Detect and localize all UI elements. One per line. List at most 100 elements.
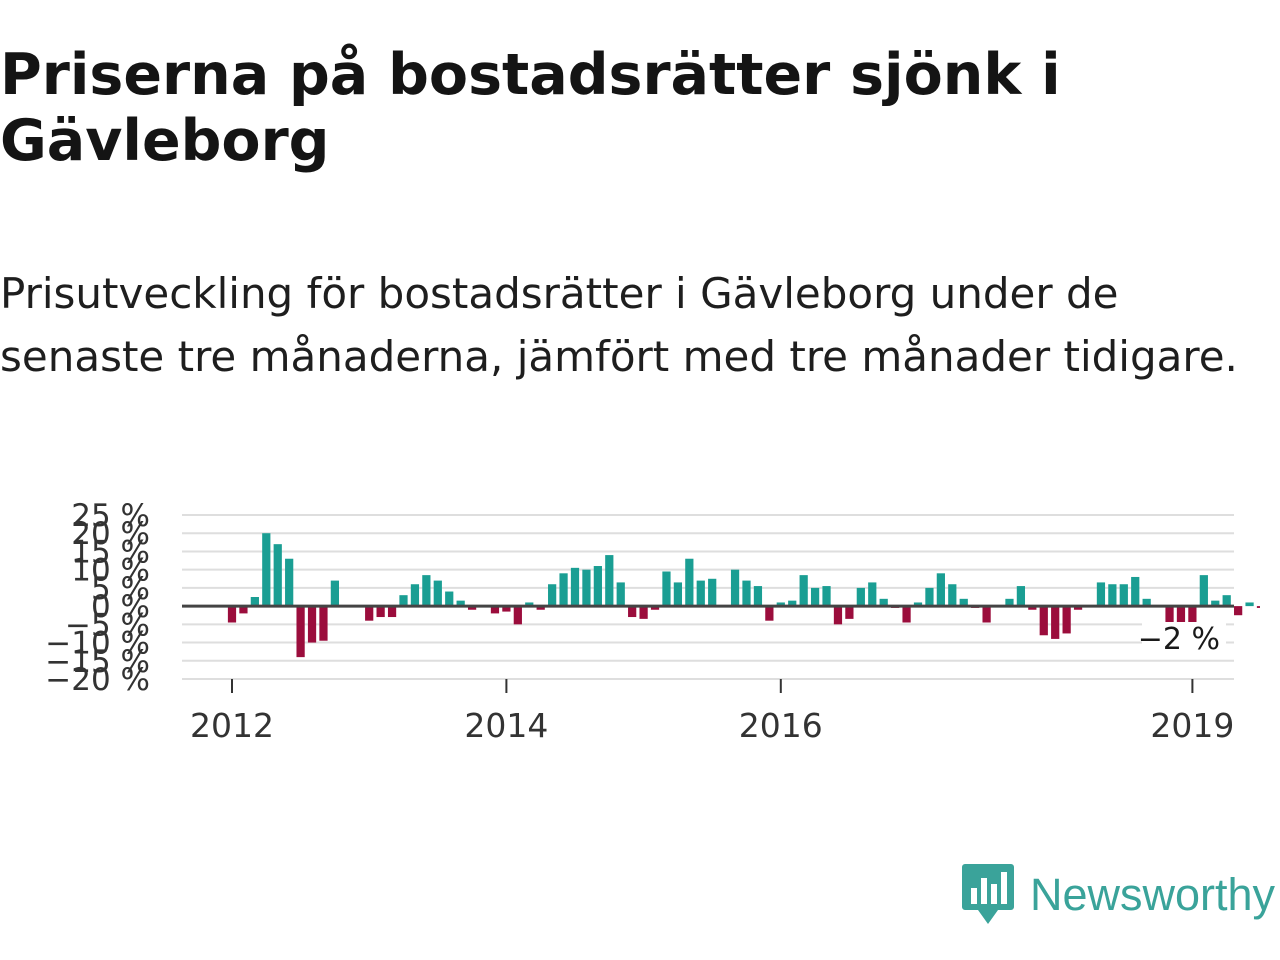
bar [227, 606, 237, 623]
bar [445, 591, 454, 607]
bar [662, 571, 671, 607]
y-tick-label: −5 % [65, 607, 150, 643]
bar [605, 555, 614, 607]
bar [925, 587, 934, 607]
bar-chart: 25 %20 %15 %10 %5 %0 %−5 %−10 %−15 %−20 … [45, 498, 1260, 745]
bar [879, 598, 888, 607]
bar [1005, 598, 1014, 607]
bar [628, 606, 637, 618]
bar [673, 582, 683, 607]
bar [902, 606, 911, 623]
bar [1256, 606, 1260, 608]
bar [285, 558, 294, 607]
bar [959, 598, 968, 607]
bar [502, 606, 511, 612]
x-tick-label: 2016 [739, 706, 823, 745]
x-tick-label: 2014 [464, 706, 548, 745]
bar [1062, 606, 1071, 634]
bar [1073, 606, 1083, 610]
bar [593, 566, 602, 607]
bar [1176, 606, 1186, 627]
bar [296, 606, 305, 658]
bar [1108, 584, 1117, 607]
bar [262, 533, 271, 607]
bar [696, 580, 705, 607]
grid-lines [182, 514, 1234, 680]
bar [708, 578, 717, 607]
bar [410, 584, 420, 607]
bar [1245, 602, 1254, 607]
bar [273, 544, 282, 607]
bar [845, 606, 854, 619]
newsworthy-logo-icon [962, 864, 1014, 924]
bar [548, 584, 557, 607]
bar [1028, 606, 1037, 610]
bar [616, 582, 625, 607]
x-tick-label: 2019 [1150, 706, 1234, 745]
bar [330, 580, 340, 607]
bar [387, 606, 397, 618]
bar [1131, 576, 1140, 607]
bar [433, 580, 442, 607]
bar [913, 602, 923, 607]
bar [685, 558, 694, 607]
bar [422, 575, 431, 607]
chart-subtitle: Prisutveckling för bostadsrätter i Gävle… [0, 269, 1238, 381]
brand-name: Newsworthy [1030, 869, 1276, 920]
y-tick-label: 20 % [71, 516, 150, 552]
bar [799, 575, 808, 607]
bar [1199, 575, 1208, 607]
newsworthy-logo: Newsworthy [962, 862, 1275, 928]
y-tick-label: 25 % [71, 498, 150, 534]
bar [650, 606, 660, 610]
bar [742, 580, 751, 607]
bar [582, 569, 591, 607]
bar [250, 597, 259, 607]
bar [868, 582, 877, 607]
bar [776, 602, 785, 607]
bar [810, 587, 820, 607]
bar [239, 606, 248, 614]
bar [513, 606, 522, 625]
bar [1142, 598, 1151, 607]
bar [467, 606, 477, 610]
last-value-label-background [1142, 622, 1226, 658]
bar [365, 606, 374, 621]
bar [1119, 584, 1128, 607]
bar [376, 606, 385, 618]
bar [856, 587, 865, 607]
bar [307, 606, 317, 643]
chart-title: Priserna på bostadsrätter sjönk i Gävleb… [0, 42, 1061, 174]
bar [1039, 606, 1048, 636]
bar [982, 606, 991, 623]
bar [765, 606, 774, 621]
bar [730, 569, 740, 607]
bar [1051, 606, 1060, 639]
bar [788, 600, 797, 607]
x-tick-label: 2012 [190, 706, 274, 745]
bar [1211, 600, 1220, 607]
bar [1234, 606, 1243, 616]
bar [490, 606, 500, 614]
bar [570, 567, 580, 607]
bar [1222, 595, 1231, 607]
bar [936, 573, 945, 607]
y-tick-label: 5 % [91, 571, 150, 607]
y-tick-label: −20 % [45, 662, 150, 698]
y-tick-label: −10 % [45, 626, 150, 662]
y-tick-label: 10 % [71, 553, 150, 589]
bar [1016, 586, 1026, 607]
bar [456, 600, 465, 607]
bar [536, 606, 545, 610]
x-axis-ticks: 2012201420162019202120232025 [190, 679, 1234, 745]
y-tick-label: −15 % [45, 644, 150, 680]
y-axis-ticks: 25 %20 %15 %10 %5 %0 %−5 %−10 %−15 %−20 … [45, 498, 150, 698]
bar [559, 573, 568, 607]
bar [319, 606, 328, 641]
y-tick-label: 0 % [91, 589, 150, 625]
last-value-label: −2 % [1138, 622, 1220, 657]
bar [1096, 582, 1106, 607]
annotations: −2 % [1138, 622, 1226, 658]
bar [753, 586, 763, 607]
bar [948, 584, 957, 607]
